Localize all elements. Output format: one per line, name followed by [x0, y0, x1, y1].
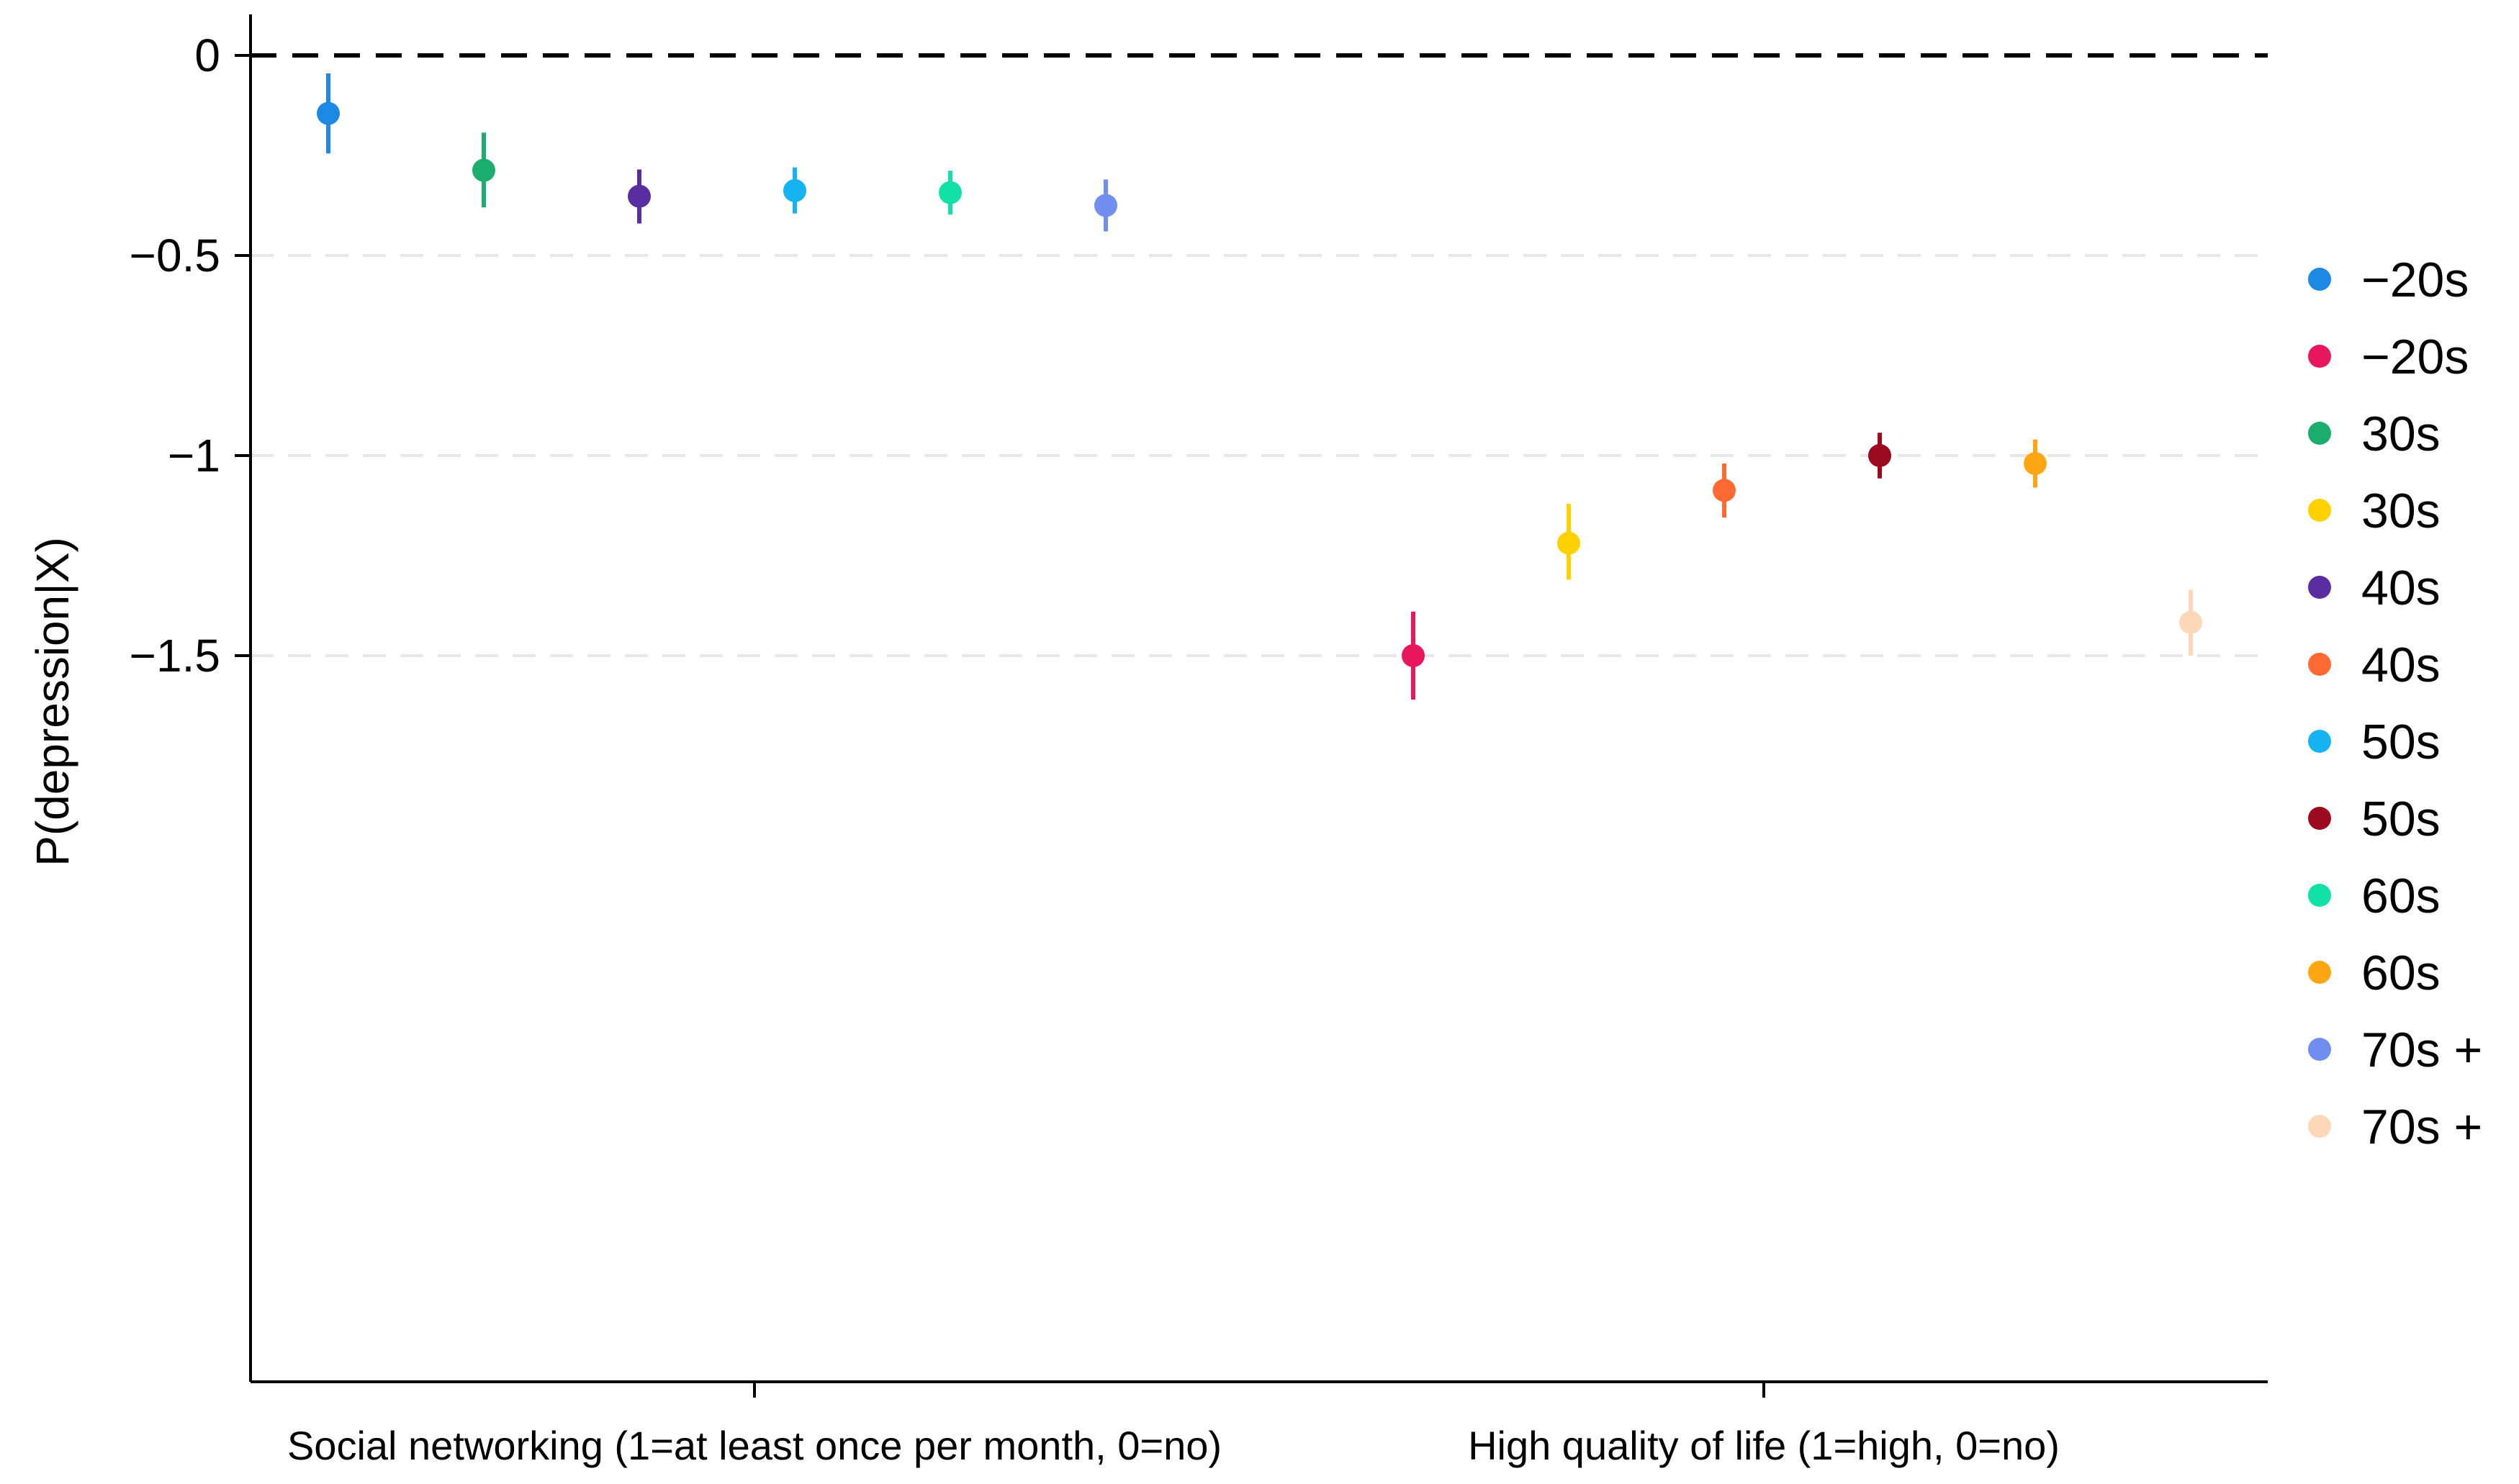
legend-label: 60s — [2361, 869, 2441, 923]
point-estimate — [783, 178, 806, 202]
legend-label: 30s — [2361, 407, 2441, 461]
legend-label: −20s — [2361, 330, 2469, 384]
legend-label: 60s — [2361, 946, 2441, 1000]
point-estimate — [1094, 194, 1117, 217]
legend-label: −20s — [2361, 253, 2469, 307]
plot-marks — [317, 73, 2202, 700]
point-estimate — [317, 101, 340, 125]
legend-label: 30s — [2361, 484, 2441, 538]
category-label: High quality of life (1=high, 0=no) — [1468, 1423, 2060, 1468]
point-estimate — [628, 184, 651, 208]
legend-marker — [2308, 268, 2331, 291]
y-axis-title: P(depression|X) — [27, 537, 78, 867]
legend-marker — [2308, 807, 2331, 830]
point-estimate — [1868, 444, 1891, 467]
legend-marker — [2308, 1038, 2331, 1061]
grid-lines — [251, 254, 2268, 657]
category-label: Social networking (1=at least once per m… — [287, 1423, 1222, 1468]
y-tick-label: −1 — [168, 430, 220, 481]
x-axis-categories: Social networking (1=at least once per m… — [287, 1382, 2060, 1468]
point-estimate — [939, 181, 962, 204]
point-estimate — [2179, 610, 2202, 634]
y-tick-label: −0.5 — [130, 230, 220, 281]
legend-label: 40s — [2361, 638, 2441, 692]
legend-label: 50s — [2361, 792, 2441, 846]
legend-marker — [2308, 730, 2331, 753]
legend-label: 40s — [2361, 561, 2441, 615]
legend: −20s −20s 30s 30s 40s 40s 50s 50s 60s 60s 70s + 70s… — [2308, 253, 2482, 1154]
point-estimate — [2024, 452, 2047, 476]
point-estimate — [472, 158, 495, 182]
y-axis-ticks: 0 −0.5 −1 −1.5 — [130, 30, 251, 682]
point-estimate — [1557, 531, 1580, 555]
legend-marker — [2308, 961, 2331, 984]
legend-marker — [2308, 499, 2331, 522]
y-tick-label: 0 — [194, 30, 220, 81]
legend-marker — [2308, 1115, 2331, 1138]
legend-label: 70s + — [2361, 1023, 2482, 1077]
legend-marker — [2308, 884, 2331, 907]
legend-label: 70s + — [2361, 1100, 2482, 1154]
y-tick-label: −1.5 — [130, 630, 220, 682]
legend-label: 50s — [2361, 715, 2441, 769]
legend-marker — [2308, 422, 2331, 445]
legend-marker — [2308, 576, 2331, 599]
point-estimate — [1713, 479, 1736, 502]
legend-marker — [2308, 653, 2331, 676]
legend-marker — [2308, 345, 2331, 368]
point-estimate — [1402, 644, 1425, 667]
